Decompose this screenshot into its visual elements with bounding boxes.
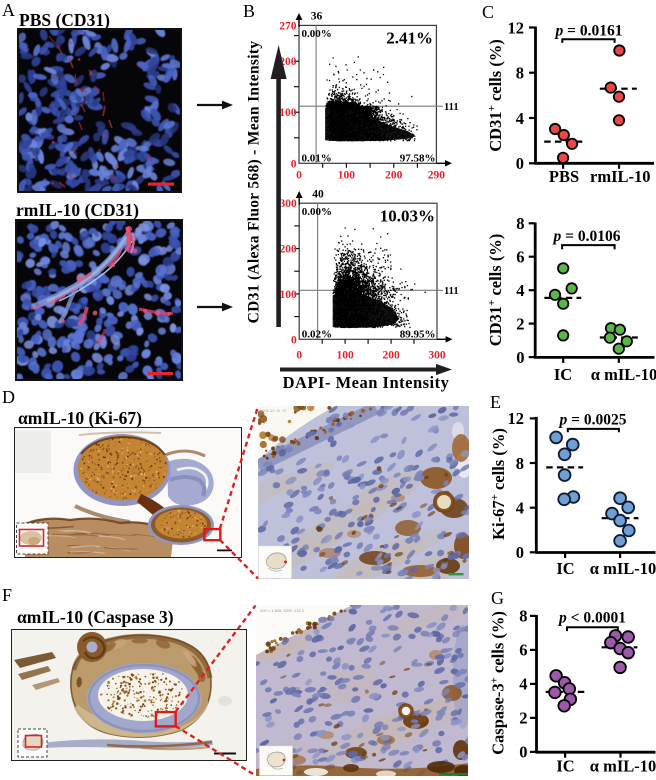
svg-text:4: 4 [516,499,524,518]
svg-text:200: 200 [385,170,403,182]
svg-text:111: 111 [444,286,459,297]
svg-text:p = 0.0161: p = 0.0161 [554,23,623,40]
svg-text:CD31+ cells (%): CD31+ cells (%) [486,234,505,347]
svg-text:DAPI- Mean Intensity: DAPI- Mean Intensity [283,373,450,392]
svg-text:Caspase-3+ cells (%): Caspase-3+ cells (%) [489,611,508,755]
svg-text:CD31 (Alexa Fluor 568) - Mean: CD31 (Alexa Fluor 568) - Mean Intensity [246,41,263,324]
svg-text:PBS: PBS [549,167,579,186]
svg-text:100: 100 [279,289,297,301]
svg-text:4001.19. Ki. 67: 4001.19. Ki. 67 [260,408,288,413]
svg-text:400 = 1 845. CER. 143 1: 400 = 1 845. CER. 143 1 [260,608,305,613]
svg-text:0.02%: 0.02% [302,329,332,341]
svg-text:0.00%: 0.00% [302,206,332,218]
svg-text:IC: IC [556,757,574,776]
svg-text:300: 300 [428,350,446,362]
svg-text:100: 100 [279,107,297,119]
svg-text:12: 12 [508,18,525,37]
svg-text:0: 0 [291,334,297,346]
svg-text:p = 0.0025: p = 0.0025 [558,412,627,429]
svg-text:CD31+ cells (%): CD31+ cells (%) [486,39,505,152]
svg-text:0: 0 [519,743,527,762]
svg-text:0: 0 [291,158,297,170]
svg-text:270: 270 [279,20,297,32]
svg-text:α mIL-10: α mIL-10 [590,559,656,578]
svg-text:200: 200 [382,350,400,362]
svg-text:0.01%: 0.01% [302,153,332,165]
svg-text:rmIL-10: rmIL-10 [590,167,651,186]
svg-text:0: 0 [516,348,524,367]
svg-text:4: 4 [516,281,524,300]
svg-text:6: 6 [516,248,524,267]
svg-text:6: 6 [519,641,527,660]
svg-text:4: 4 [516,109,524,128]
svg-text:p = 0.0106: p = 0.0106 [552,228,621,245]
svg-text:2.41%: 2.41% [386,29,433,48]
svg-text:200: 200 [279,244,297,256]
svg-text:8: 8 [516,64,524,83]
svg-text:0: 0 [296,170,302,182]
svg-text:Ki-67+ cells (%): Ki-67+ cells (%) [489,428,508,540]
svg-text:2: 2 [516,314,524,333]
svg-text:0: 0 [516,154,524,173]
svg-text:α mIL-10: α mIL-10 [590,757,656,776]
svg-text:290: 290 [428,170,446,182]
svg-text:8: 8 [516,214,524,233]
svg-text:97.58%: 97.58% [400,153,436,165]
svg-text:89.95%: 89.95% [400,329,436,341]
svg-text:8: 8 [516,454,524,473]
svg-text:0.00%: 0.00% [302,28,332,40]
svg-text:300: 300 [279,198,297,210]
svg-text:12: 12 [508,409,525,428]
svg-text:100: 100 [336,350,354,362]
svg-text:4: 4 [519,675,527,694]
svg-text:p < 0.0001: p < 0.0001 [557,610,626,627]
svg-text:IC: IC [554,365,572,384]
svg-text:10.03%: 10.03% [380,207,435,226]
svg-text:0: 0 [516,543,524,562]
svg-text:8: 8 [519,607,527,626]
svg-text:111: 111 [444,102,459,113]
svg-text:40: 40 [312,189,324,201]
svg-text:100: 100 [338,170,356,182]
svg-text:0: 0 [296,350,302,362]
svg-text:α mIL-10: α mIL-10 [591,365,656,384]
svg-text:200: 200 [279,56,297,68]
svg-text:2: 2 [519,709,527,728]
svg-text:IC: IC [556,559,574,578]
svg-text:36: 36 [311,11,323,23]
